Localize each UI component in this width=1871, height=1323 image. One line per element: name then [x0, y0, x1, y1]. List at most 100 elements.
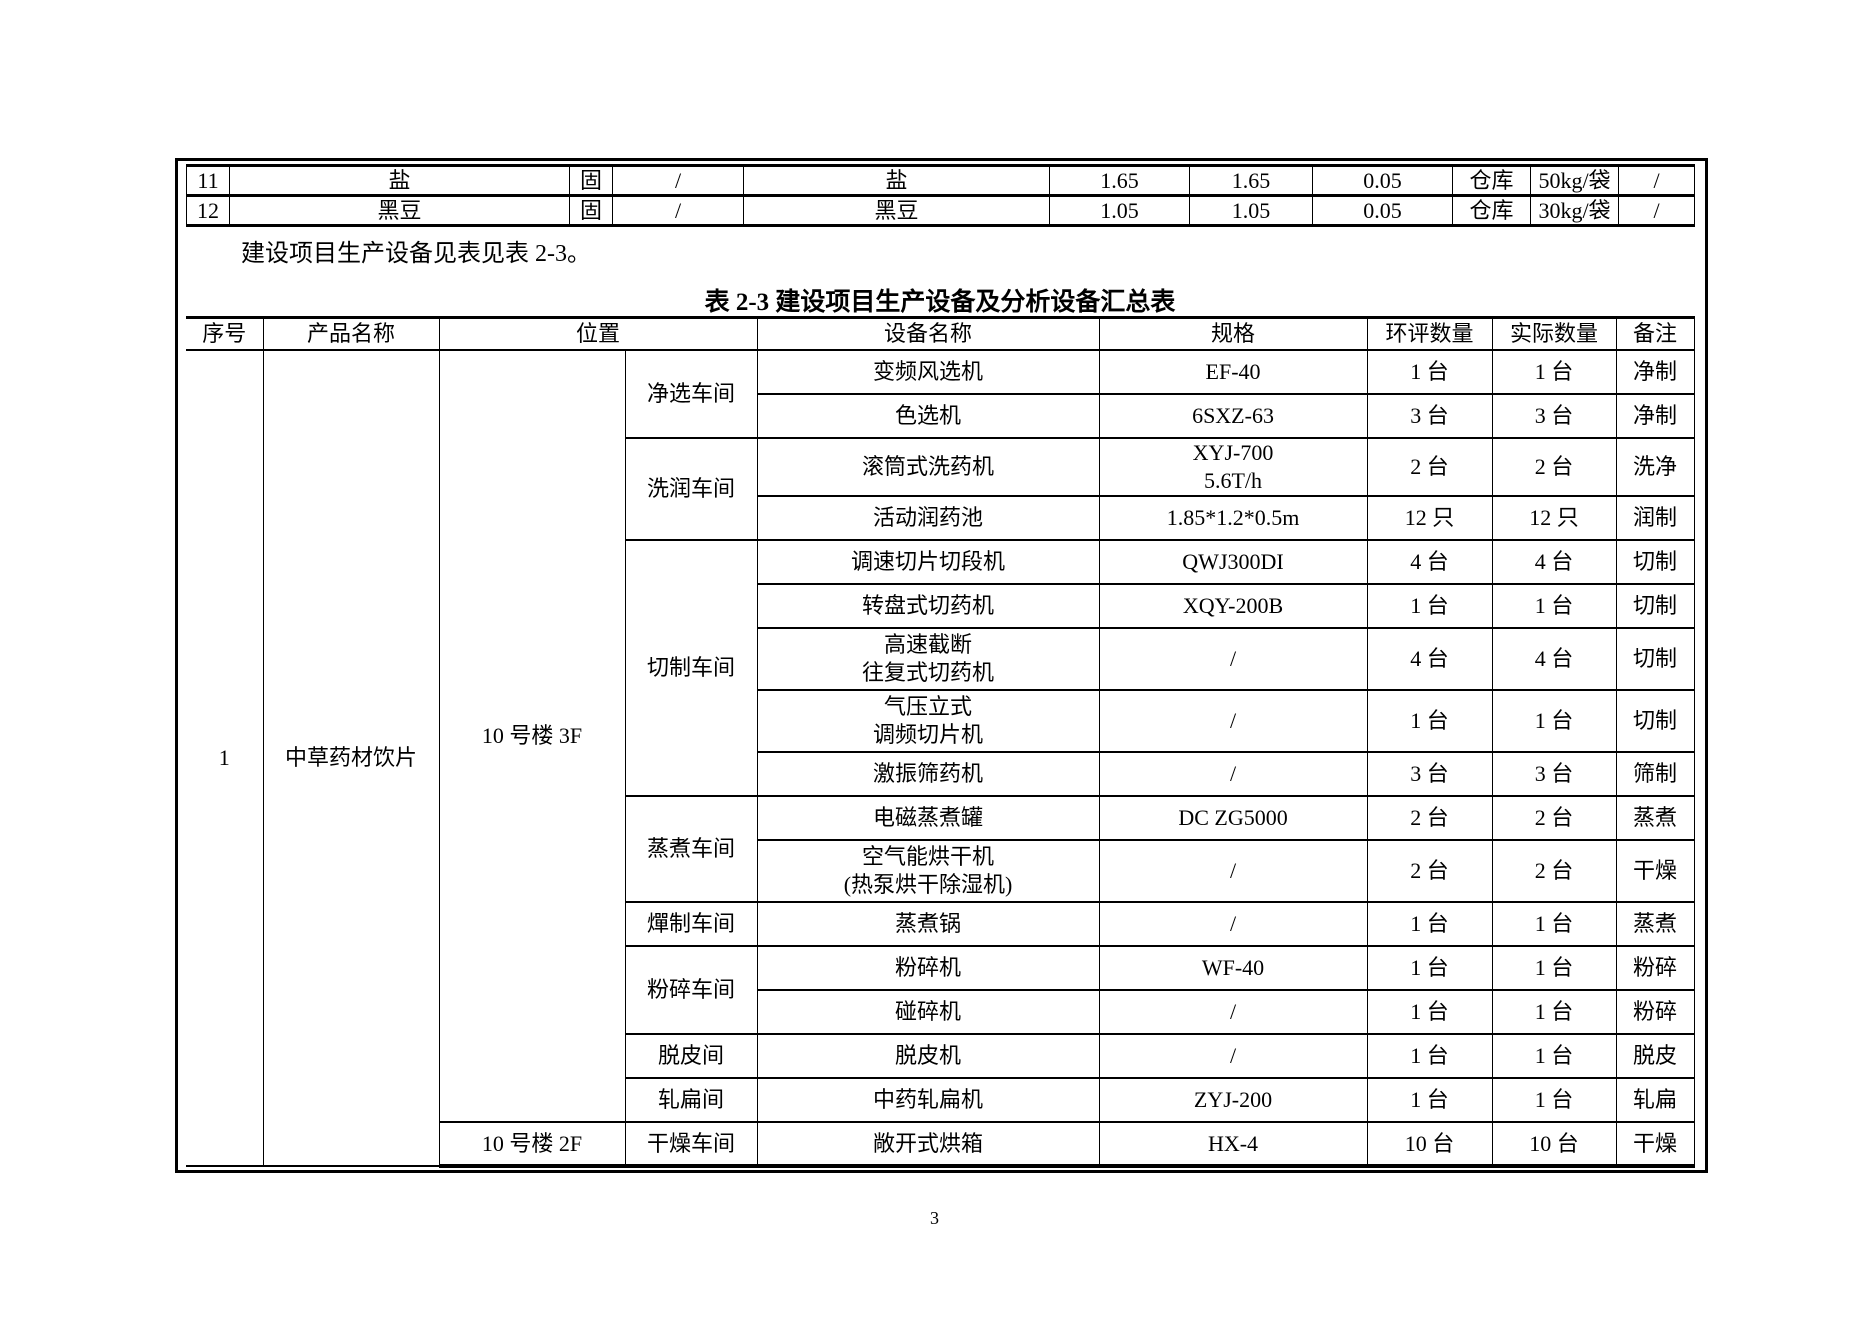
cell-material-name: 盐 [229, 164, 570, 197]
cell-actual-qty: 10 台 [1491, 1121, 1617, 1168]
cell-location: 10 号楼 3F [438, 349, 626, 1123]
cell-eia-qty: 2 台 [1366, 839, 1493, 903]
cell-spec: WF-40 [1098, 945, 1368, 991]
cell-actual-amount: 1.05 [1189, 195, 1313, 227]
cell-actual-qty: 1 台 [1491, 1077, 1617, 1123]
cell-eia-qty: 1 台 [1366, 945, 1493, 991]
cell-actual-qty: 1 台 [1491, 1033, 1617, 1079]
equipment-table: 序号 产品名称 位置 设备名称 规格 环评数量 实际数量 备注 1 中草药材饮片 1… [186, 316, 1695, 1168]
cell-actual-qty: 2 台 [1491, 795, 1617, 841]
cell-remark: / [1618, 164, 1695, 197]
cell-note: 蒸煮 [1615, 901, 1695, 947]
cell-equipment: 变频风选机 [756, 349, 1100, 395]
page-frame [175, 158, 1708, 1173]
cell-workshop: 切制车间 [625, 539, 758, 797]
cell-packaging: 30kg/袋 [1530, 195, 1619, 227]
cell-note: 蒸煮 [1615, 795, 1695, 841]
cell-note: 筛制 [1615, 751, 1695, 797]
cell-actual-qty: 2 台 [1491, 839, 1617, 903]
cell-cas: / [612, 195, 744, 227]
table-row: 11 盐固 / 盐 1.65 1.65 0.05 仓库 50kg/袋 / [186, 164, 1695, 197]
header-spec: 规格 [1098, 316, 1368, 351]
cell-eia-qty: 1 台 [1366, 689, 1493, 753]
cell-workshop: 净选车间 [624, 349, 758, 439]
cell-equipment: 蒸煮锅 [756, 901, 1100, 947]
cell-actual-qty: 1 台 [1491, 945, 1617, 991]
cell-actual-qty: 1 台 [1491, 989, 1617, 1035]
cell-eia-qty: 3 台 [1366, 751, 1493, 797]
cell-spec: / [1098, 627, 1368, 691]
cell-eia-qty: 4 台 [1366, 627, 1493, 691]
cell-spec: DC ZG5000 [1098, 795, 1368, 841]
cell-note: 洗净 [1615, 437, 1695, 497]
cell-product: 中草药材饮片 [262, 349, 440, 1167]
cell-note: 脱皮 [1615, 1033, 1695, 1079]
cell-equipment: 电磁蒸煮罐 [756, 795, 1100, 841]
cell-actual-qty: 4 台 [1491, 539, 1617, 585]
cell-packaging: 50kg/袋 [1530, 164, 1619, 197]
cell-location: 10 号楼 2F [439, 1121, 626, 1168]
cell-eia-qty: 1 台 [1366, 583, 1493, 629]
cell-equipment: 滚筒式洗药机 [756, 437, 1100, 497]
table-row: 活动润药池 1.85*1.2*0.5m 12 只 12 只润制 [186, 495, 1695, 541]
cell-equipment: 调速切片切段机 [756, 539, 1100, 585]
cell-eia-qty: 2 台 [1366, 795, 1493, 841]
cell-spec: / [1098, 689, 1368, 753]
cell-note: 粉碎 [1615, 945, 1695, 991]
cell-serial: 11 [186, 164, 230, 197]
cell-serial: 1 [186, 349, 264, 1167]
cell-actual-qty: 4 台 [1491, 627, 1617, 691]
cell-note: 净制 [1615, 393, 1695, 439]
cell-storage-location: 仓库 [1452, 164, 1531, 197]
cell-equipment: 碰碎机 [757, 989, 1100, 1035]
cell-spec: / [1098, 839, 1368, 903]
cell-actual-amount: 1.65 [1189, 164, 1313, 197]
cell-material-name: 黑豆 [229, 195, 570, 227]
cell-workshop: 洗润车间 [625, 437, 758, 541]
cell-state: 固 [569, 164, 613, 197]
cell-eia-qty: 10 台 [1366, 1121, 1493, 1168]
header-product: 产品名称 [262, 316, 440, 351]
cell-remark: / [1618, 195, 1695, 227]
cell-actual-qty: 3 台 [1491, 393, 1617, 439]
cell-equipment: 空气能烘干机 (热泵烘干除湿机) [757, 839, 1100, 903]
cell-spec: / [1098, 901, 1368, 947]
header-equipment: 设备名称 [756, 316, 1100, 351]
cell-actual-qty: 1 台 [1491, 689, 1617, 753]
cell-equipment: 脱皮机 [756, 1033, 1100, 1079]
header-location: 位置 [438, 316, 758, 351]
header-note: 备注 [1615, 316, 1695, 351]
cell-note: 切制 [1615, 689, 1695, 753]
cell-eia-qty: 1 台 [1366, 989, 1493, 1035]
cell-eia-qty: 1 台 [1366, 901, 1493, 947]
cell-spec: / [1098, 751, 1368, 797]
cell-equipment: 活动润药池 [757, 495, 1100, 541]
cell-spec: XYJ-700 5.6T/h [1098, 437, 1368, 497]
cell-workshop: 轧扁间 [625, 1077, 758, 1123]
cell-eia-qty: 12 只 [1366, 495, 1493, 541]
cell-note: 干燥 [1615, 1121, 1695, 1168]
cell-workshop: 燀制车间 [625, 901, 758, 947]
cell-note: 切制 [1615, 539, 1695, 585]
cell-spec: EF-40 [1098, 349, 1368, 395]
header-eia-qty: 环评数量 [1366, 316, 1493, 351]
cell-cas: / [612, 164, 744, 197]
cell-actual-qty: 12 只 [1491, 495, 1617, 541]
cell-spec: / [1098, 989, 1368, 1035]
cell-component: 盐 [743, 164, 1050, 197]
material-table-continued: 11 盐固 / 盐 1.65 1.65 0.05 仓库 50kg/袋/12 黑豆固 / 黑豆 1.05 1… [186, 164, 1695, 227]
cell-note: 切制 [1615, 627, 1695, 691]
header-serial: 序号 [186, 316, 264, 351]
cell-design-amount: 1.65 [1049, 164, 1190, 197]
cell-workshop: 蒸煮车间 [625, 795, 758, 903]
